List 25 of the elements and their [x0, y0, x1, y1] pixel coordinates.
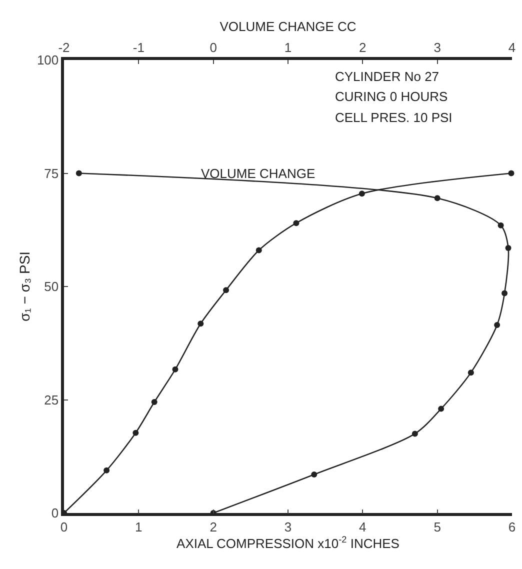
y-tick-label: 25: [44, 392, 59, 408]
x2-tick-label: -1: [132, 40, 144, 56]
annotation: CURING 0 HOURS: [335, 89, 448, 104]
x2-tick-label: 2: [359, 40, 366, 56]
annotation: CELL PRES. 10 PSI: [335, 110, 452, 125]
x-tick-label: 2: [210, 519, 217, 534]
x2-tick-label: 3: [434, 40, 441, 56]
y-tick-label: 100: [36, 52, 59, 68]
x-tick-label: 5: [434, 519, 441, 534]
y-tick-label: 75: [44, 166, 59, 181]
x-tick-label: 3: [284, 519, 292, 534]
x-tick-label: 4: [359, 519, 366, 534]
x2-tick-label: 0: [210, 40, 217, 56]
x2-tick-label: 4: [508, 40, 516, 56]
x-tick-label: 1: [135, 519, 142, 534]
x-tick-label: 6: [508, 519, 516, 534]
series-label: VOLUME CHANGE: [201, 166, 316, 181]
x2-tick-label: -2: [58, 40, 70, 56]
x2-axis-title: VOLUME CHANGE CC: [220, 19, 356, 34]
y-tick-label: 0: [51, 506, 59, 521]
y-tick-label: 50: [44, 279, 59, 294]
annotation: CYLINDER No 27: [335, 69, 440, 84]
x2-tick-label: 1: [284, 40, 292, 56]
y-axis-title: σ₁ − σ₃ PSI: [16, 251, 33, 322]
x-axis-title: AXIAL COMPRESSION x10$^{-2}$ INCHES: [176, 534, 400, 551]
